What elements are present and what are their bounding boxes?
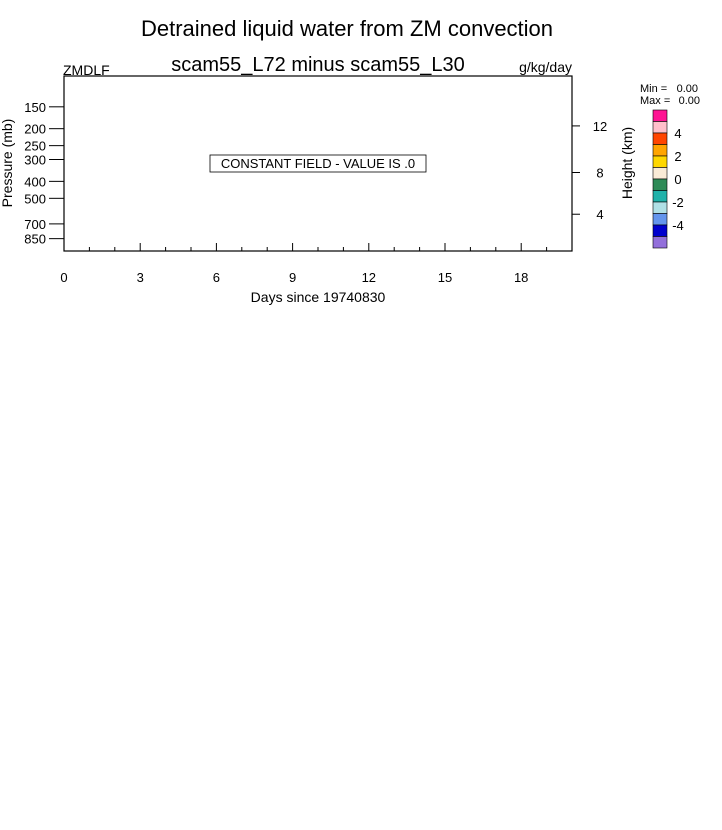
colorbar-label: -2: [672, 195, 684, 210]
colorbar-swatch: [652, 224, 668, 237]
chart-title: Detrained liquid water from ZM convectio…: [141, 16, 553, 41]
min-label: Min =: [640, 83, 667, 95]
y-axis-right: 4 8 12: [572, 119, 607, 222]
x-axis-label: Days since 19740830: [251, 289, 386, 305]
y-tick-label: 150: [24, 100, 46, 115]
y-right-tick-label: 4: [596, 207, 603, 222]
colorbar-swatch: [652, 190, 668, 203]
chart-subtitle: scam55_L72 minus scam55_L30: [171, 54, 465, 76]
max-label: Max =: [640, 95, 670, 107]
colorbar-swatch: [652, 201, 668, 214]
colorbar-swatch: [652, 155, 668, 168]
constant-field-message: CONSTANT FIELD - VALUE IS .0: [221, 156, 415, 171]
colorbar-swatch: [652, 109, 668, 122]
colorbar-swatch: [652, 144, 668, 157]
max-value: 0.00: [679, 95, 700, 107]
y-right-tick-label: 8: [596, 166, 603, 181]
x-axis: 0 3 6 9 12 15 18: [60, 243, 548, 285]
colorbar-label: -4: [672, 218, 684, 233]
x-tick-label: 9: [289, 270, 296, 285]
x-tick-label: 18: [514, 270, 528, 285]
colorbar-label: 4: [674, 126, 681, 141]
y-tick-label: 250: [24, 139, 46, 154]
y-tick-label: 300: [24, 152, 46, 167]
y-tick-label: 850: [24, 232, 46, 247]
x-tick-label: 0: [60, 270, 67, 285]
x-tick-label: 12: [362, 270, 376, 285]
colorbar-label: 2: [674, 149, 681, 164]
x-tick-label: 15: [438, 270, 452, 285]
colorbar-swatch: [652, 213, 668, 226]
x-tick-label: 3: [137, 270, 144, 285]
variable-name: ZMDLF: [63, 62, 110, 78]
y-tick-label: 700: [24, 217, 46, 232]
y-tick-label: 500: [24, 191, 46, 206]
colorbar-swatch: [652, 178, 668, 191]
colorbar-swatch: [652, 167, 668, 180]
min-value: 0.00: [677, 83, 698, 95]
colorbar-swatch: [652, 121, 668, 134]
colorbar-swatch: [652, 236, 668, 249]
y-axis-right-label: Height (km): [619, 127, 635, 199]
colorbar-label: 0: [674, 172, 681, 187]
y-axis-label: Pressure (mb): [0, 119, 15, 208]
constant-field-box: [209, 154, 427, 173]
y-tick-label: 200: [24, 122, 46, 137]
x-tick-label: 6: [213, 270, 220, 285]
y-tick-label: 400: [24, 174, 46, 189]
colorbar-swatch: [652, 132, 668, 145]
colorbar: 4 2 0 -2 -4: [652, 109, 684, 249]
units-label: g/kg/day: [519, 59, 572, 75]
y-right-tick-label: 12: [593, 119, 607, 134]
